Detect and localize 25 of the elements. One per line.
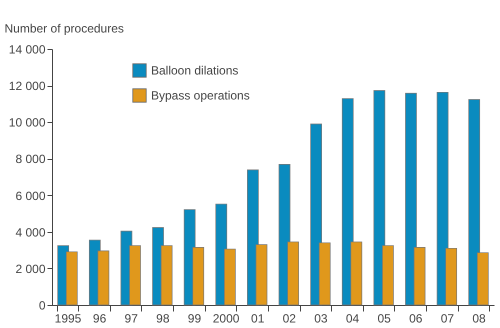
x-tick-label: 06 [409,312,423,326]
legend-label: Bypass operations [151,88,250,102]
y-axis-title: Number of procedures [4,22,124,36]
y-tick-label: 6 000 [15,188,46,203]
y-tick-label: 2 000 [15,262,46,276]
x-tick-label: 96 [92,312,107,326]
x-tick-label: 1995 [54,312,82,326]
x-tick-label: 2000 [212,312,240,326]
x-tick-label: 99 [188,312,202,326]
y-tick-label: 8 000 [15,152,46,166]
x-tick-label: 05 [377,312,392,326]
y-tick-label: 12 000 [8,79,46,94]
x-tick-label: 98 [156,312,170,326]
y-tick-label: 4 000 [15,225,46,240]
x-tick-label: 01 [251,312,265,326]
y-tick-label: 10 000 [8,116,46,130]
legend-label: Balloon dilations [151,64,238,78]
x-tick-label: 04 [346,312,360,326]
x-tick-label: 07 [440,312,454,326]
y-tick-label: 14 000 [8,42,46,56]
x-tick-label: 03 [314,312,328,326]
x-tick-label: 97 [124,312,138,326]
y-tick-label: 0 [38,298,46,312]
x-tick-label: 02 [282,312,296,326]
x-tick-label: 08 [472,312,486,326]
